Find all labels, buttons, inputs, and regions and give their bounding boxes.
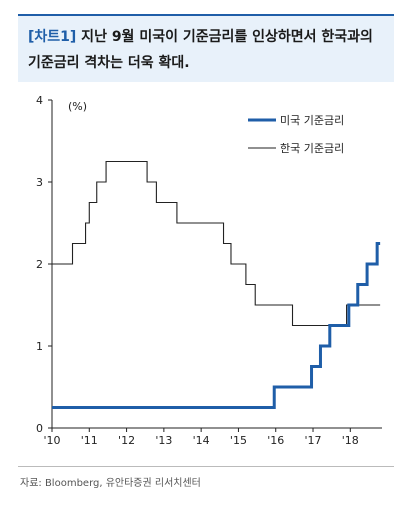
y-tick-label: 3 <box>36 176 43 189</box>
x-tick-label: '18 <box>342 434 359 447</box>
y-tick-label: 4 <box>36 94 43 107</box>
y-tick-label: 1 <box>36 340 43 353</box>
chart-axes: 0 1 2 3 4 '10 '11 '12 '13 '14 '15 '16 '17 '18 (%) <box>36 94 382 447</box>
x-tick-label: '10 <box>43 434 60 447</box>
source-note: 자료: Bloomberg, 유안타증권 리서치센터 <box>20 478 201 489</box>
series-line-korea <box>52 160 381 327</box>
y-tick-label: 2 <box>36 258 43 271</box>
chart-title-line1: [차트1] 지난 9월 미국이 기준금리를 인상하면서 한국과의 <box>28 24 384 50</box>
y-tick-label: 0 <box>36 422 43 435</box>
x-tick-label: '15 <box>230 434 247 447</box>
x-tick-label: '16 <box>267 434 284 447</box>
x-tick-label: '11 <box>81 434 98 447</box>
chart-tag: [차트1] <box>28 29 77 45</box>
chart-title-box: [차트1] 지난 9월 미국이 기준금리를 인상하면서 한국과의 기준금리 격차… <box>18 14 394 82</box>
chart-series <box>52 160 381 409</box>
source-divider <box>18 466 394 467</box>
x-tick-label: '14 <box>193 434 210 447</box>
legend-label: 미국 기준금리 <box>280 114 344 127</box>
x-tick-label: '17 <box>305 434 322 447</box>
legend-label: 한국 기준금리 <box>280 142 344 155</box>
chart-title-text: 지난 9월 미국이 기준금리를 인상하면서 한국과의 <box>76 29 373 45</box>
x-tick-label: '12 <box>118 434 135 447</box>
line-chart: 0 1 2 3 4 '10 '11 '12 '13 '14 '15 '16 '17 '18 (%) 미국 기… <box>36 94 382 447</box>
chart-title-line2: 기준금리 격차는 더욱 확대. <box>28 55 190 71</box>
y-unit-label: (%) <box>68 100 87 113</box>
x-tick-label: '13 <box>155 434 172 447</box>
series-line-us <box>52 242 381 409</box>
